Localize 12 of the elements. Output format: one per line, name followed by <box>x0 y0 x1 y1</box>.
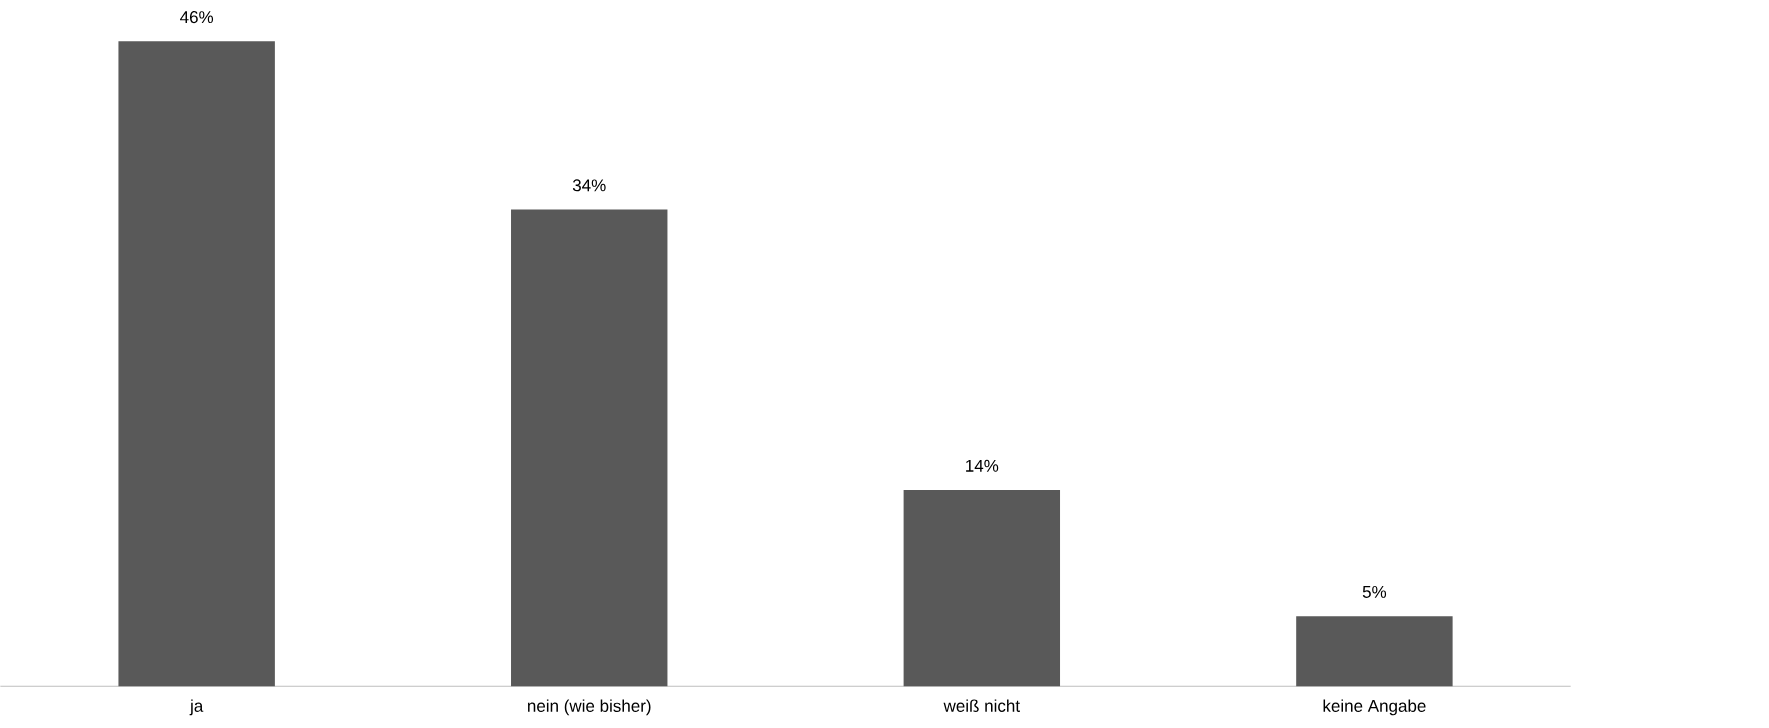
data-label: 14% <box>966 460 999 472</box>
x-tick-label: ja <box>189 699 204 716</box>
x-tick-label: nein (wie bisher) <box>528 699 651 716</box>
bar <box>1296 616 1453 687</box>
x-tick-label: keine Angabe <box>1323 699 1426 716</box>
bar <box>511 209 668 687</box>
bar <box>903 490 1061 687</box>
x-tick-label: weiß nicht <box>943 699 1020 713</box>
data-label: 34% <box>572 179 606 192</box>
data-label: 46% <box>180 11 214 24</box>
data-label: 5% <box>1362 586 1387 599</box>
bar <box>118 41 275 687</box>
